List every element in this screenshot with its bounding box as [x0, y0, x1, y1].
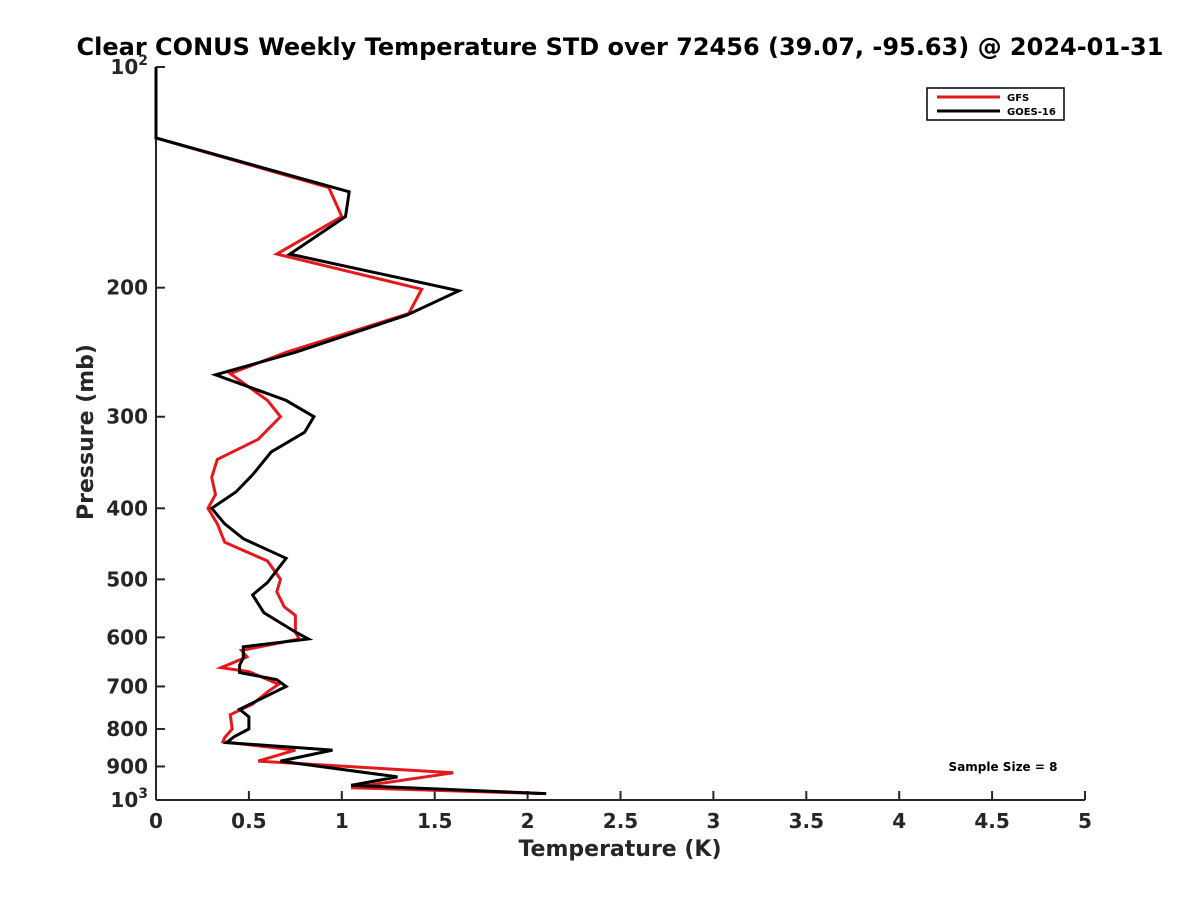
- x-tick-label: 3.5: [789, 809, 824, 833]
- series-line-gfs: [154, 67, 543, 796]
- y-tick-label: 500: [106, 567, 148, 591]
- y-axis-label: Pressure (mb): [74, 344, 99, 520]
- series-line-goes-16: [154, 67, 547, 796]
- x-axis-label: Temperature (K): [518, 837, 721, 862]
- x-tick-label: 5: [1078, 809, 1092, 833]
- x-tick-label: 2: [521, 809, 535, 833]
- x-tick-label: 0: [149, 809, 163, 833]
- y-tick-label: 800: [106, 717, 148, 741]
- x-tick-label: 4: [892, 809, 906, 833]
- x-tick-label: 2.5: [603, 809, 638, 833]
- x-tick-label: 1.5: [417, 809, 452, 833]
- y-tick-label: 102: [110, 53, 148, 79]
- x-tick-label: 0.5: [231, 809, 266, 833]
- y-tick-label: 200: [106, 276, 148, 300]
- y-tick-label: 300: [106, 405, 148, 429]
- x-tick-label: 1: [335, 809, 349, 833]
- y-tick-label: 400: [106, 496, 148, 520]
- chart-title: Clear CONUS Weekly Temperature STD over …: [77, 33, 1164, 61]
- legend-label: GFS: [1007, 93, 1029, 104]
- y-tick-label: 900: [106, 754, 148, 778]
- legend: GFS GOES-16: [926, 87, 1065, 121]
- plot-area: 0 0.5 1 1.5 2 2.5 3 3.5 4 4.5 5 102 200 300 400 500 600 7…: [106, 53, 1092, 833]
- x-tick-label: 4.5: [974, 809, 1009, 833]
- x-tick-label: 3: [706, 809, 720, 833]
- y-tick-label: 700: [106, 674, 148, 698]
- legend-box: [926, 87, 1065, 121]
- y-tick-label: 103: [110, 786, 148, 812]
- sample-size-annotation: Sample Size = 8: [949, 760, 1058, 774]
- y-tick-label: 600: [106, 625, 148, 649]
- legend-label: GOES-16: [1007, 107, 1056, 118]
